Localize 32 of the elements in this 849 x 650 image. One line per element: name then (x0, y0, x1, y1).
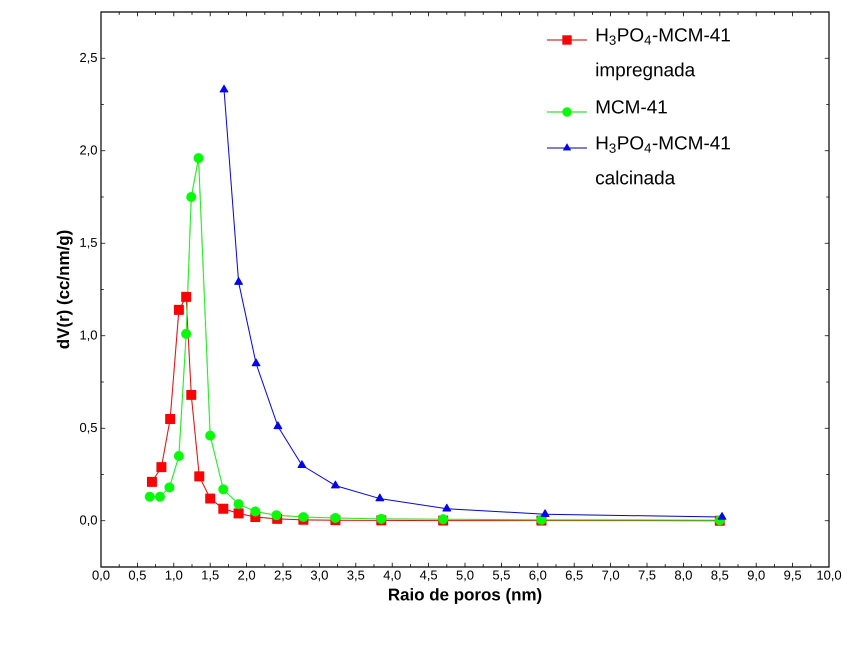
legend-label: H$_{3}$PO$_{4}$-MCM-41 impregnada (596, 28, 730, 80)
x-tick-label: 0,5 (128, 570, 146, 582)
x-tick-label: 7,0 (602, 570, 620, 582)
y-tick-label: 1,5 (80, 238, 97, 249)
x-tick-label: 8,5 (711, 570, 728, 582)
legend-label: H$_{3}$PO$_{4}$-MCM-41 calcinada (596, 136, 730, 184)
x-tick-label: 10,0 (817, 570, 842, 582)
x-tick-label: 6,5 (566, 570, 583, 582)
x-tick-label: 2,5 (274, 570, 292, 582)
x-tick-label: 3,0 (310, 570, 328, 582)
x-tick-label: 9,0 (748, 570, 765, 582)
x-tick-label: 6,0 (529, 570, 546, 582)
legend-label: MCM-41 (596, 100, 667, 114)
x-tick-label: 1,0 (166, 570, 182, 582)
x-tick-label: 5,0 (456, 570, 474, 582)
x-tick-label: 0,0 (92, 570, 110, 582)
x-tick-label: 9,5 (784, 570, 802, 582)
x-axis-title: Raio de poros (nm) (388, 588, 542, 604)
y-axis-title: dV(r) (cc/nm/g) (56, 230, 73, 349)
y-tick-label: 2,0 (80, 145, 97, 156)
x-tick-label: 2,0 (238, 570, 256, 582)
y-tick-label: 0,0 (80, 515, 97, 526)
x-tick-label: 8,0 (674, 570, 692, 582)
y-tick-label: 0,5 (80, 422, 97, 434)
y-tick-label: 2,5 (80, 52, 97, 64)
x-tick-label: 4,5 (420, 570, 438, 582)
x-tick-label: 7,5 (638, 570, 656, 582)
y-tick-label: 1,0 (80, 330, 97, 342)
x-tick-label: 3,5 (347, 570, 364, 582)
x-tick-label: 4,0 (383, 570, 401, 582)
x-tick-label: 5,5 (492, 570, 510, 582)
x-tick-label: 1,5 (202, 570, 219, 582)
